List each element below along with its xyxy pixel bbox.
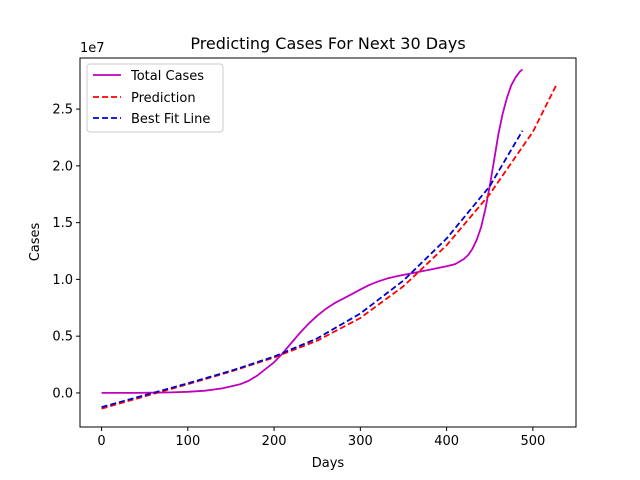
x-tick-label: 400 bbox=[434, 434, 459, 449]
x-tick-label: 100 bbox=[175, 434, 200, 449]
x-axis-title: Days bbox=[312, 456, 345, 471]
legend-label-prediction: Prediction bbox=[131, 91, 196, 106]
legend-box bbox=[86, 63, 224, 133]
series-line-total-cases bbox=[101, 68, 524, 394]
legend-label-total-cases: Total Cases bbox=[130, 69, 204, 84]
y-tick-label: 2.5 bbox=[52, 103, 73, 118]
legend-label-best-fit-line: Best Fit Line bbox=[131, 112, 210, 127]
plot-series bbox=[101, 68, 558, 410]
y-scale-label: 1e7 bbox=[80, 41, 105, 56]
x-tick-label: 300 bbox=[348, 434, 373, 449]
y-tick-label: 1.0 bbox=[52, 273, 73, 288]
x-axis: 0 100 200 300 400 500 bbox=[97, 427, 545, 449]
y-tick-label: 2.0 bbox=[52, 159, 73, 174]
y-axis-title: Cases bbox=[28, 222, 43, 261]
y-axis: 0.0 0.5 1.0 1.5 2.0 2.5 bbox=[52, 103, 80, 401]
y-tick-label: 0.0 bbox=[52, 386, 73, 401]
series-line-best-fit-line bbox=[101, 130, 524, 408]
series-line-prediction bbox=[101, 84, 558, 410]
x-tick-label: 0 bbox=[97, 434, 105, 449]
x-tick-label: 500 bbox=[520, 434, 545, 449]
y-tick-label: 1.5 bbox=[52, 216, 73, 231]
plot-frame bbox=[79, 57, 577, 428]
chart-title: Predicting Cases For Next 30 Days bbox=[190, 34, 465, 53]
legend: Total Cases Prediction Best Fit Line bbox=[86, 63, 224, 133]
x-tick-label: 200 bbox=[262, 434, 287, 449]
y-tick-label: 0.5 bbox=[52, 330, 73, 345]
